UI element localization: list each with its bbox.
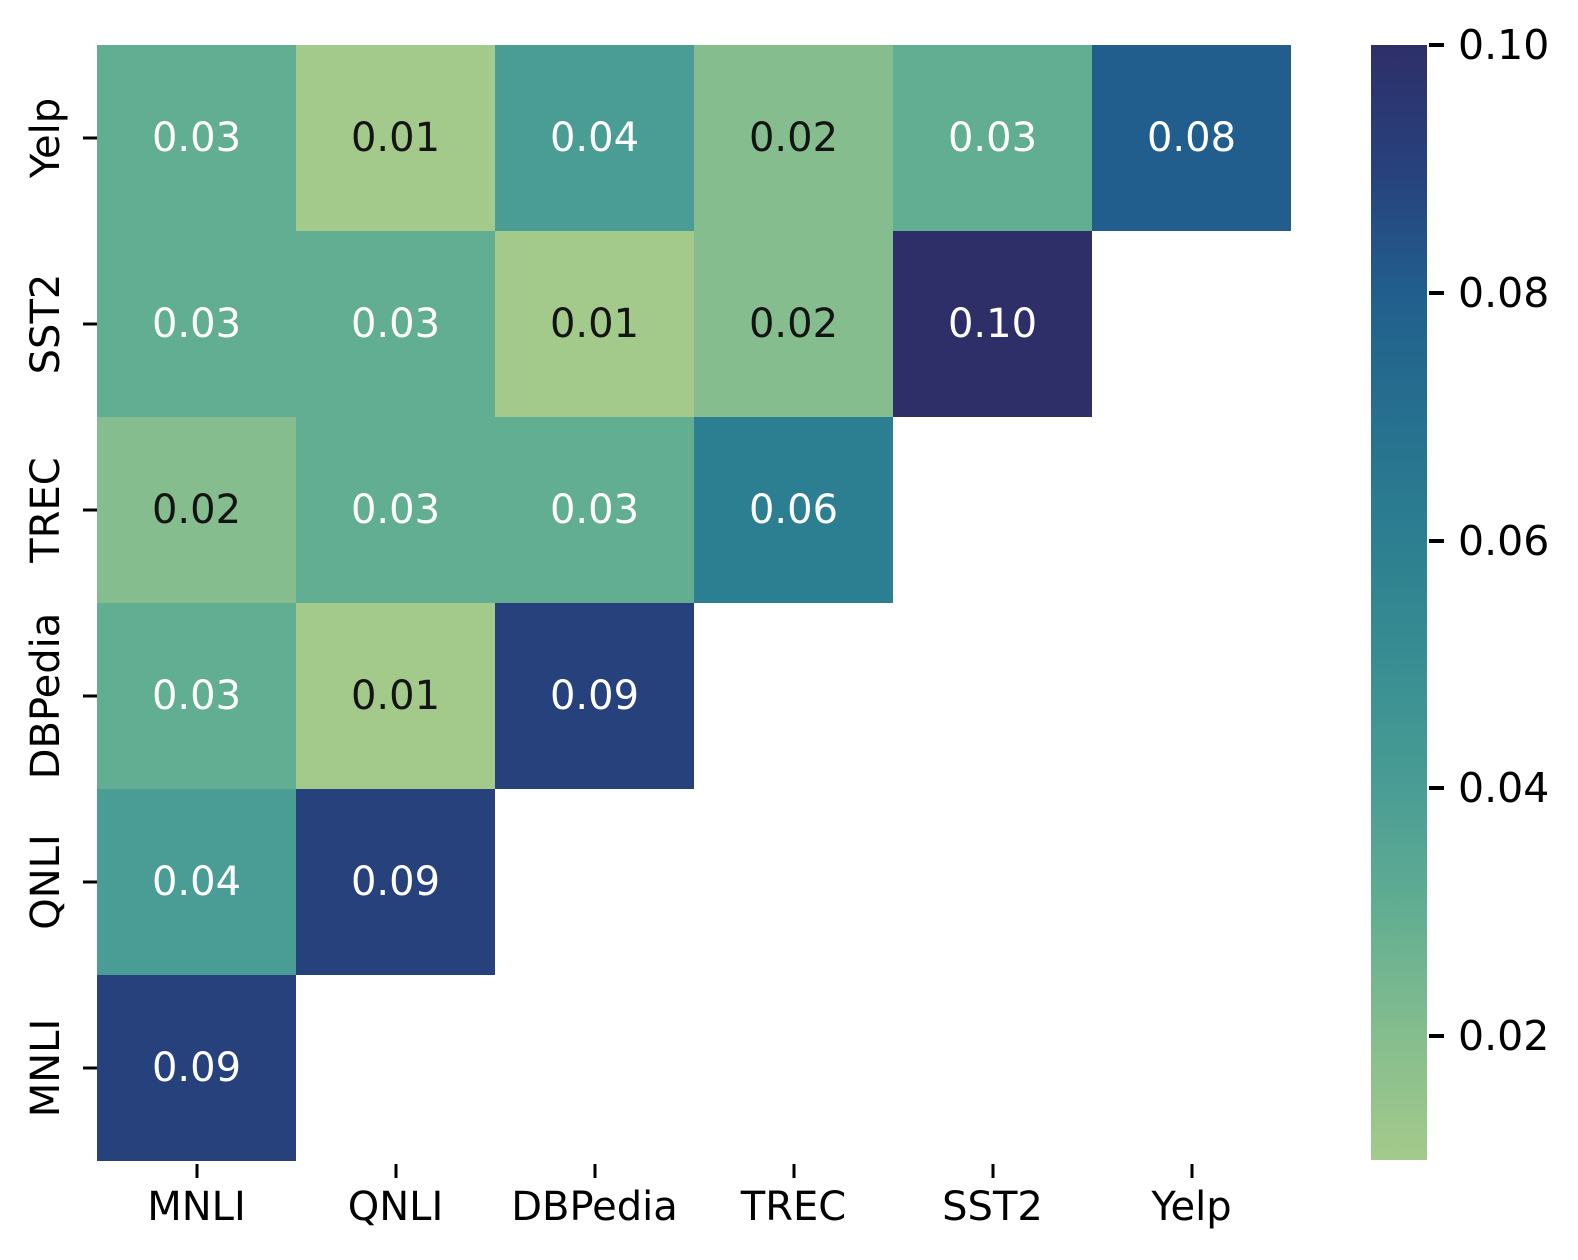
y-tick-label-TREC: TREC — [23, 457, 69, 563]
cell-value-label: 0.03 — [350, 301, 441, 347]
x-tick-label-QNLI: QNLI — [347, 1184, 444, 1230]
heatmap-cell-DBPedia-MNLI: 0.03 — [97, 603, 296, 789]
x-tick-label-DBPedia: DBPedia — [511, 1184, 678, 1230]
colorbar-tick-0.04 — [1429, 786, 1444, 791]
y-tick-label-Yelp: Yelp — [23, 97, 69, 179]
heatmap-cell-MNLI-MNLI: 0.09 — [97, 975, 296, 1161]
x-tick-label-MNLI: MNLI — [147, 1184, 246, 1230]
colorbar-tick-0.10 — [1429, 43, 1444, 47]
x-tick-MNLI — [195, 1164, 198, 1178]
cell-value-label: 0.03 — [151, 673, 242, 719]
cell-value-label: 0.01 — [350, 673, 441, 719]
heatmap-cell-TREC-TREC: 0.06 — [694, 417, 893, 603]
heatmap-cell-Yelp-Yelp: 0.08 — [1092, 45, 1291, 231]
heatmap-plot: 0.03 0.01 0.04 0.02 0.03 0.08 0.03 0.03 0.01 0.02… — [97, 45, 1291, 1161]
colorbar-tick-label-0.04: 0.04 — [1458, 764, 1550, 813]
cell-value-label: 0.03 — [947, 115, 1038, 161]
heatmap-cell-SST2-MNLI: 0.03 — [97, 231, 296, 417]
y-tick-label-DBPedia: DBPedia — [23, 612, 69, 780]
colorbar-tick-0.08 — [1429, 290, 1444, 295]
cell-value-label: 0.03 — [549, 487, 640, 533]
x-tick-TREC — [792, 1164, 795, 1178]
colorbar-tick-0.02 — [1429, 1034, 1444, 1039]
cell-value-label: 0.01 — [350, 115, 441, 161]
y-tick-label-SST2: SST2 — [23, 273, 69, 375]
x-tick-SST2 — [991, 1164, 994, 1178]
cell-value-label: 0.09 — [350, 859, 441, 905]
x-tick-label-TREC: TREC — [740, 1184, 847, 1230]
heatmap-cell-TREC-QNLI: 0.03 — [296, 417, 495, 603]
cell-value-label: 0.06 — [748, 487, 839, 533]
heatmap-cell-QNLI-QNLI: 0.09 — [296, 789, 495, 975]
heatmap-cell-Yelp-QNLI: 0.01 — [296, 45, 495, 231]
cell-value-label: 0.03 — [350, 487, 441, 533]
heatmap-cell-SST2-QNLI: 0.03 — [296, 231, 495, 417]
y-tick-label-MNLI: MNLI — [23, 1018, 69, 1118]
heatmap-cell-QNLI-MNLI: 0.04 — [97, 789, 296, 975]
heatmap-cell-DBPedia-DBPedia: 0.09 — [495, 603, 694, 789]
heatmap-cell-DBPedia-QNLI: 0.01 — [296, 603, 495, 789]
y-tick-QNLI — [83, 880, 97, 884]
cell-value-label: 0.09 — [151, 1045, 242, 1091]
colorbar-tick-label-0.08: 0.08 — [1458, 268, 1550, 317]
heatmap-cell-Yelp-MNLI: 0.03 — [97, 45, 296, 231]
cell-value-label: 0.08 — [1146, 115, 1237, 161]
heatmap-cell-Yelp-TREC: 0.02 — [694, 45, 893, 231]
heatmap-cell-SST2-DBPedia: 0.01 — [495, 231, 694, 417]
heatmap-cell-TREC-DBPedia: 0.03 — [495, 417, 694, 603]
y-tick-SST2 — [83, 322, 97, 326]
cell-value-label: 0.03 — [151, 301, 242, 347]
y-tick-Yelp — [83, 136, 97, 140]
cell-value-label: 0.09 — [549, 673, 640, 719]
heatmap-cell-Yelp-DBPedia: 0.04 — [495, 45, 694, 231]
cell-value-label: 0.03 — [151, 115, 242, 161]
y-tick-MNLI — [83, 1066, 97, 1070]
y-tick-DBPedia — [83, 694, 97, 698]
cell-value-label: 0.02 — [151, 487, 242, 533]
heatmap-cell-SST2-SST2: 0.10 — [893, 231, 1092, 417]
cell-value-label: 0.01 — [549, 301, 640, 347]
cell-value-label: 0.02 — [748, 301, 839, 347]
cell-value-label: 0.04 — [549, 115, 640, 161]
y-tick-label-QNLI: QNLI — [23, 834, 69, 930]
x-tick-DBPedia — [593, 1164, 596, 1178]
x-tick-label-Yelp: Yelp — [1151, 1184, 1232, 1230]
colorbar-gradient — [1371, 45, 1427, 1160]
y-tick-TREC — [83, 508, 97, 512]
heatmap-cell-SST2-TREC: 0.02 — [694, 231, 893, 417]
cell-value-label: 0.04 — [151, 859, 242, 905]
x-tick-Yelp — [1190, 1164, 1193, 1178]
colorbar-tick-label-0.02: 0.02 — [1458, 1012, 1550, 1061]
heatmap-cell-Yelp-SST2: 0.03 — [893, 45, 1092, 231]
x-tick-QNLI — [394, 1164, 397, 1178]
cell-value-label: 0.10 — [947, 301, 1038, 347]
colorbar-tick-label-0.10: 0.10 — [1458, 21, 1550, 69]
heatmap-cell-TREC-MNLI: 0.02 — [97, 417, 296, 603]
colorbar-tick-0.06 — [1429, 538, 1444, 543]
cell-value-label: 0.02 — [748, 115, 839, 161]
colorbar-tick-label-0.06: 0.06 — [1458, 516, 1550, 565]
x-tick-label-SST2: SST2 — [942, 1184, 1043, 1230]
